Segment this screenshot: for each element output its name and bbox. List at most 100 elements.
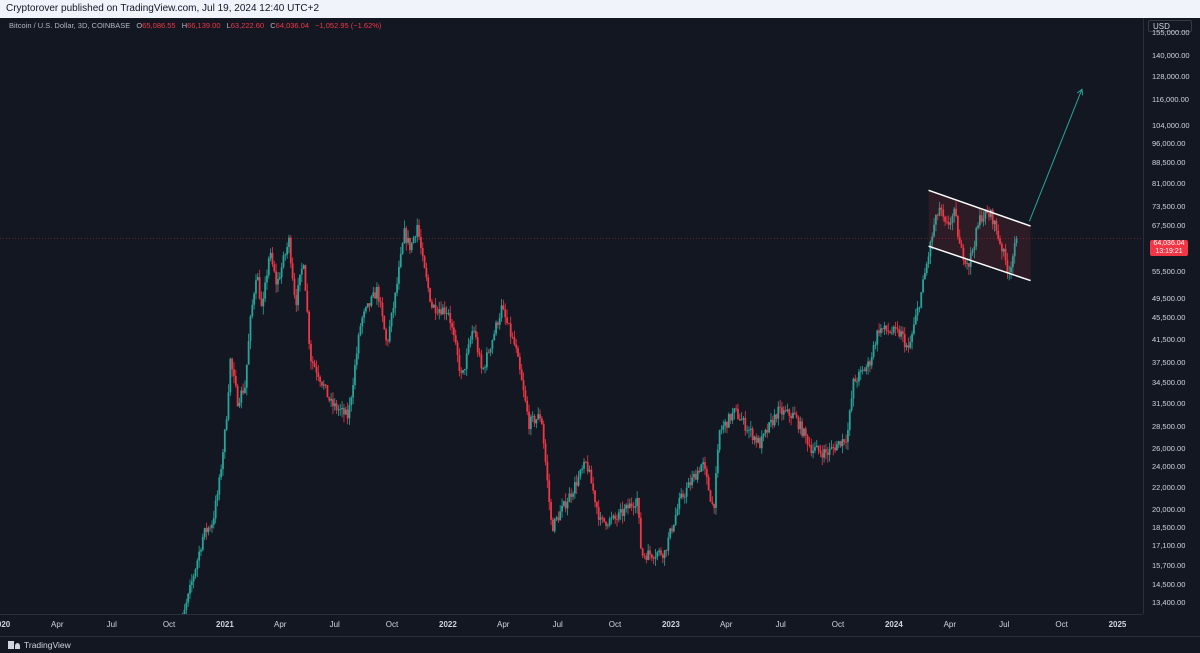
candle-body xyxy=(610,517,613,519)
candle-body xyxy=(850,398,853,411)
candle-body xyxy=(628,503,631,509)
candle-body xyxy=(436,312,439,314)
candle-body xyxy=(531,415,534,417)
candle-body xyxy=(746,430,749,432)
candle-body xyxy=(999,238,1001,244)
candle-body xyxy=(425,268,428,278)
time-tick-label: 2023 xyxy=(661,620,680,629)
candle-body xyxy=(376,287,378,299)
candle-body xyxy=(559,511,562,521)
candle-body xyxy=(550,502,552,520)
candle-body xyxy=(1013,243,1016,257)
symbol-name: Bitcoin / U.S. Dollar, 3D, COINBASE xyxy=(9,21,131,30)
candle-body xyxy=(971,250,974,253)
price-tick-label: 128,000.00 xyxy=(1152,72,1190,82)
candle-body xyxy=(271,252,274,265)
candle-body xyxy=(729,414,732,421)
time-axis[interactable]: 2020 Apr Jul Oct 2021 Apr Jul Oct 2022 Apr Jul Oct 2… xyxy=(0,614,1143,637)
candle-body xyxy=(678,498,681,509)
candle-body xyxy=(456,342,459,356)
candle-body xyxy=(641,548,644,556)
candle-body xyxy=(346,409,349,419)
candle-body xyxy=(579,470,582,477)
candle-body xyxy=(496,322,499,325)
candle-body xyxy=(795,414,798,418)
candle-body xyxy=(343,407,345,415)
candle-body xyxy=(916,307,919,316)
candle-body xyxy=(645,555,648,560)
candle-body xyxy=(403,228,406,244)
candle-body xyxy=(636,498,639,507)
candle-body xyxy=(955,208,957,216)
candle-body xyxy=(865,367,868,372)
candle-body xyxy=(707,477,710,491)
candle-body xyxy=(392,307,395,313)
candle-body xyxy=(416,225,419,237)
candle-body xyxy=(267,258,270,276)
candle-body xyxy=(810,445,813,454)
currency-selector[interactable]: USD xyxy=(1148,20,1192,32)
candle-body xyxy=(986,211,989,214)
candle-body xyxy=(561,505,563,512)
candle-body xyxy=(698,470,701,472)
candle-body xyxy=(491,340,494,349)
candle-body xyxy=(900,331,902,337)
candle-body xyxy=(335,403,338,410)
candle-body xyxy=(773,414,776,426)
candle-body xyxy=(511,336,514,338)
candle-body xyxy=(608,518,611,526)
candle-body xyxy=(542,424,545,444)
publisher-bar: Cryptorover published on TradingView.com… xyxy=(0,0,1200,18)
candle-body xyxy=(619,509,622,513)
candle-body xyxy=(562,501,565,506)
candle-body xyxy=(377,287,380,302)
candle-body xyxy=(535,419,538,424)
footer-bar: TradingView xyxy=(0,636,1200,653)
candle-body xyxy=(368,303,371,306)
candle-body xyxy=(465,353,468,370)
candle-body xyxy=(344,409,347,415)
candle-body xyxy=(869,361,871,366)
candle-body xyxy=(889,331,891,333)
candle-body xyxy=(234,375,237,386)
tradingview-brand[interactable]: TradingView xyxy=(8,640,71,650)
price-tick-label: 104,000.00 xyxy=(1152,120,1190,130)
candle-body xyxy=(654,556,657,559)
candle-body xyxy=(705,469,708,478)
candle-body xyxy=(480,354,483,369)
price-axis[interactable] xyxy=(1143,18,1200,614)
candle-body xyxy=(445,313,448,314)
candle-body xyxy=(920,292,923,308)
time-tick-label: Jul xyxy=(999,620,1010,629)
candle-body xyxy=(187,593,190,603)
candle-body xyxy=(299,274,301,286)
candle-body xyxy=(207,527,210,533)
price-tick-label: 15,700.00 xyxy=(1152,561,1186,571)
candle-body xyxy=(366,303,369,308)
candle-body xyxy=(262,298,265,307)
candle-body xyxy=(588,469,591,472)
candle-body xyxy=(601,517,604,519)
candle-body xyxy=(627,504,629,509)
price-tick-label: 14,500.00 xyxy=(1152,579,1186,589)
projection-arrow-line[interactable] xyxy=(1028,89,1083,222)
candle-body xyxy=(735,408,738,410)
candle-body xyxy=(814,447,816,451)
candle-body xyxy=(332,399,334,407)
price-tick-label: 155,000.00 xyxy=(1152,27,1190,37)
price-chart[interactable] xyxy=(0,18,1143,614)
candle-body xyxy=(222,452,224,470)
candle-body xyxy=(700,464,703,472)
candle-body xyxy=(256,277,259,281)
channel-lower-line[interactable] xyxy=(928,245,1031,282)
channel-upper-line[interactable] xyxy=(928,189,1031,227)
candle-body xyxy=(966,263,968,264)
candle-body xyxy=(555,517,558,519)
candle-body xyxy=(1002,248,1005,252)
candle-body xyxy=(683,496,686,498)
candle-body xyxy=(742,418,745,420)
candle-body xyxy=(665,550,668,551)
channel-fill[interactable] xyxy=(928,190,1031,281)
time-tick-label: Apr xyxy=(274,620,287,629)
candle-body xyxy=(737,408,739,420)
